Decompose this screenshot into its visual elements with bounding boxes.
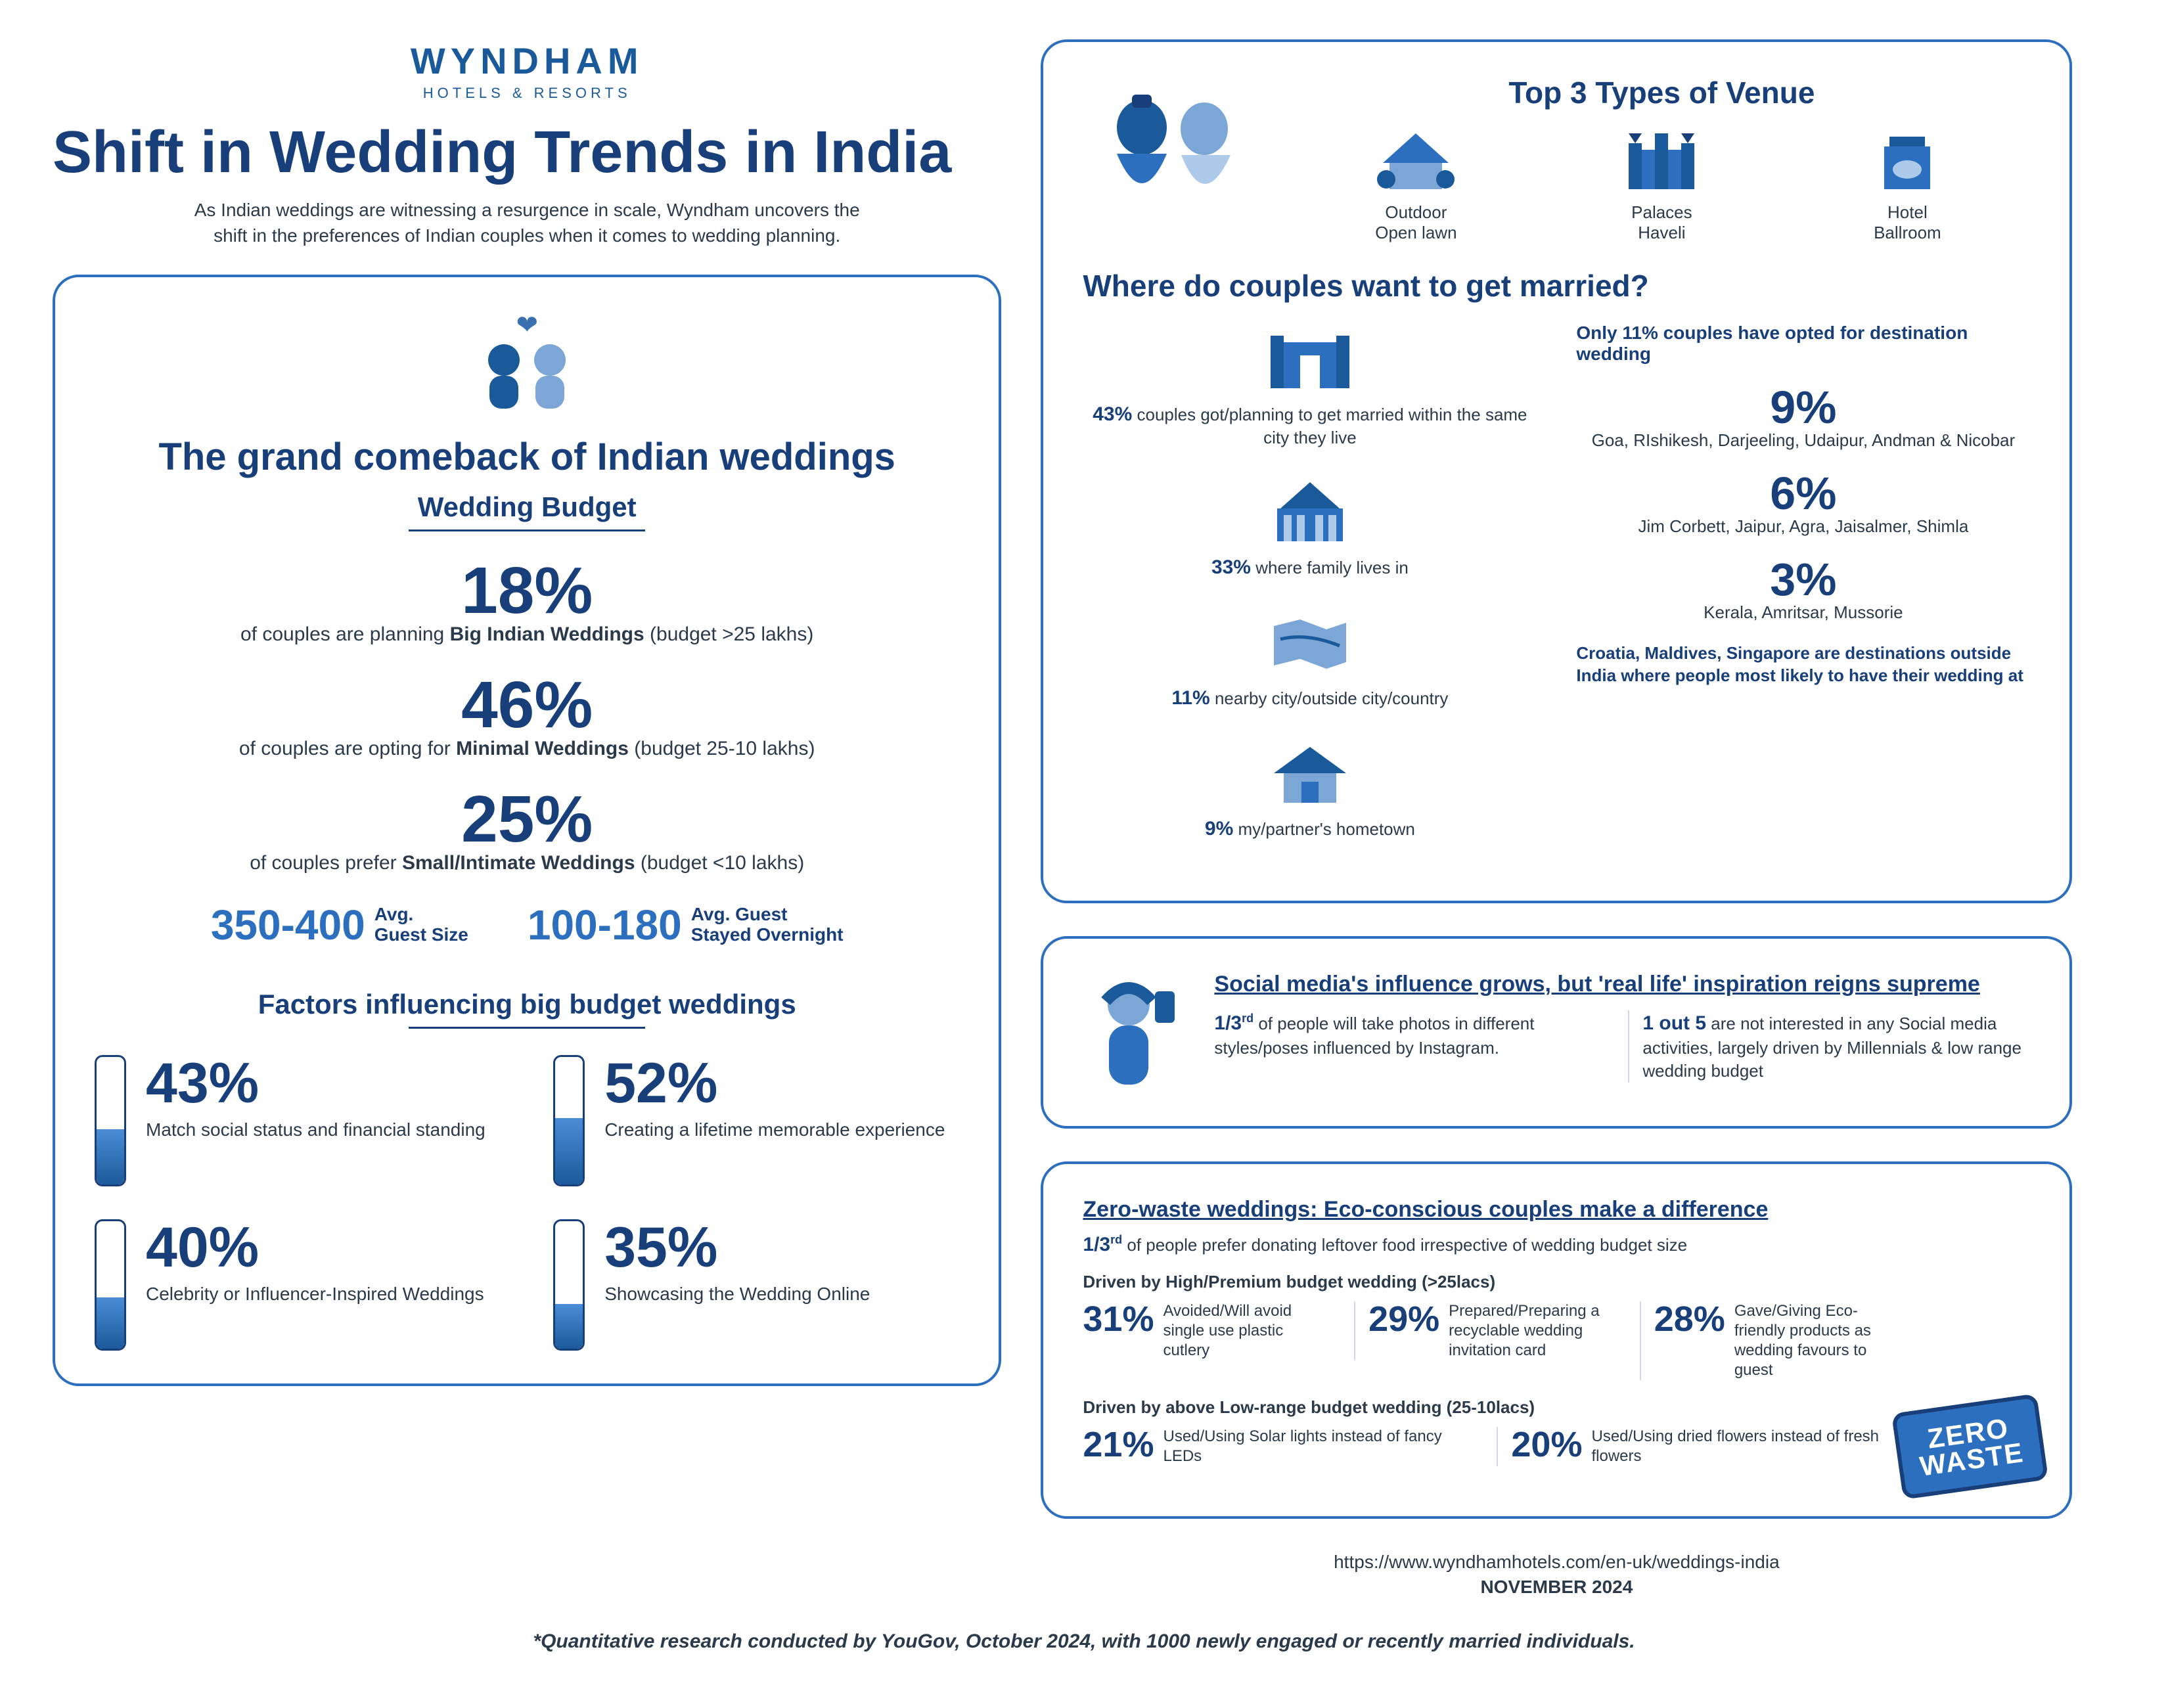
house-icon bbox=[1261, 737, 1359, 809]
budget-desc-2: of couples prefer Small/Intimate Wedding… bbox=[95, 852, 959, 874]
eco-low-0: 21%Used/Using Solar lights instead of fa… bbox=[1083, 1427, 1470, 1466]
brand-block: WYNDHAM HOTELS & RESORTS bbox=[53, 39, 1001, 102]
zero-waste-badge: ZEROWASTE bbox=[1891, 1393, 2049, 1500]
factors-title: Factors influencing big budget weddings bbox=[95, 989, 959, 1020]
social-title: Social media's influence grows, but 'rea… bbox=[1214, 972, 2030, 997]
eco-low-row: 21%Used/Using Solar lights instead of fa… bbox=[1083, 1427, 1899, 1466]
destination-col: Only 11% couples have opted for destinat… bbox=[1576, 323, 2030, 868]
infographic-root: WYNDHAM HOTELS & RESORTS Shift in Weddin… bbox=[53, 39, 2115, 1598]
where-item-2: 11% nearby city/outside city/country bbox=[1083, 606, 1537, 711]
guest-overnight: 100-180 Avg. GuestStayed Overnight bbox=[528, 901, 844, 949]
budget-row-0: 18% of couples are planning Big Indian W… bbox=[95, 558, 959, 646]
where-item-0: 43% couples got/planning to get married … bbox=[1083, 323, 1537, 449]
divider bbox=[409, 1027, 645, 1029]
budget-pct-2: 25% bbox=[95, 786, 959, 852]
budget-row-1: 46% of couples are opting for Minimal We… bbox=[95, 672, 959, 760]
map-icon bbox=[1261, 606, 1359, 679]
venue-types: Top 3 Types of Venue OutdoorOpen lawn Pa… bbox=[1293, 75, 2030, 243]
temple-icon bbox=[1261, 476, 1359, 548]
dest-intro: Only 11% couples have opted for destinat… bbox=[1576, 323, 2030, 365]
venue-panel: Top 3 Types of Venue OutdoorOpen lawn Pa… bbox=[1041, 39, 2072, 903]
factor-2: 40% Celebrity or Influencer-Inspired Wed… bbox=[95, 1219, 501, 1351]
budget-pct-0: 18% bbox=[95, 558, 959, 623]
divider bbox=[409, 529, 645, 531]
brand-name: WYNDHAM bbox=[53, 39, 1001, 82]
social-left: 1/3rd of people will take photos in diff… bbox=[1214, 1010, 1602, 1083]
factor-0: 43% Match social status and financial st… bbox=[95, 1055, 501, 1186]
eco-high-1: 29%Prepared/Preparing a recyclable weddi… bbox=[1354, 1301, 1614, 1360]
eco-title: Zero-waste weddings: Eco-conscious coupl… bbox=[1083, 1197, 1899, 1223]
guest-row: 350-400 Avg.Guest Size 100-180 Avg. Gues… bbox=[95, 901, 959, 949]
footer-date: NOVEMBER 2024 bbox=[1041, 1577, 2072, 1598]
couple-icon: ❤ bbox=[95, 310, 959, 430]
tube-icon bbox=[553, 1219, 585, 1351]
eco-high-2: 28%Gave/Giving Eco-friendly products as … bbox=[1640, 1301, 1899, 1380]
dest-note: Croatia, Maldives, Singapore are destina… bbox=[1576, 642, 2030, 687]
disclaimer: *Quantitative research conducted by YouG… bbox=[53, 1630, 2115, 1653]
tube-icon bbox=[95, 1219, 126, 1351]
brand-subtitle: HOTELS & RESORTS bbox=[53, 85, 1001, 102]
venue-types-title: Top 3 Types of Venue bbox=[1293, 75, 2030, 110]
where-item-3: 9% my/partner's hometown bbox=[1083, 737, 1537, 842]
right-column: Top 3 Types of Venue OutdoorOpen lawn Pa… bbox=[1041, 39, 2072, 1598]
page-title: Shift in Wedding Trends in India bbox=[53, 122, 1001, 184]
where-item-1: 33% where family lives in bbox=[1083, 476, 1537, 580]
factor-1: 52% Creating a lifetime memorable experi… bbox=[553, 1055, 959, 1186]
dest-0: 9% Goa, RIshikesh, Darjeeling, Udaipur, … bbox=[1576, 384, 2030, 451]
budget-desc-1: of couples are opting for Minimal Weddin… bbox=[95, 738, 959, 760]
venue-palace: PalacesHaveli bbox=[1619, 124, 1704, 243]
eco-panel: Zero-waste weddings: Eco-conscious coupl… bbox=[1041, 1161, 2072, 1519]
eco-lead: 1/3rd of people prefer donating leftover… bbox=[1083, 1233, 1899, 1256]
dest-2: 3% Kerala, Amritsar, Mussorie bbox=[1576, 556, 2030, 623]
budget-desc-0: of couples are planning Big Indian Weddi… bbox=[95, 623, 959, 646]
heart-icon: ❤ bbox=[95, 310, 959, 340]
bride-groom-icon bbox=[1083, 75, 1267, 219]
factor-3: 35% Showcasing the Wedding Online bbox=[553, 1219, 959, 1351]
selfie-icon bbox=[1083, 972, 1188, 1093]
comeback-panel: ❤ The grand comeback of Indian weddings … bbox=[53, 275, 1001, 1386]
guest-size: 350-400 Avg.Guest Size bbox=[211, 901, 468, 949]
comeback-title: The grand comeback of Indian weddings bbox=[95, 436, 959, 478]
where-locations: 43% couples got/planning to get married … bbox=[1083, 323, 1537, 868]
eco-high-label: Driven by High/Premium budget wedding (>… bbox=[1083, 1272, 1899, 1292]
venue-ballroom: HotelBallroom bbox=[1864, 124, 1950, 243]
budget-row-2: 25% of couples prefer Small/Intimate Wed… bbox=[95, 786, 959, 874]
where-grid: 43% couples got/planning to get married … bbox=[1083, 323, 2030, 868]
dest-1: 6% Jim Corbett, Jaipur, Agra, Jaisalmer,… bbox=[1576, 470, 2030, 537]
gateway-icon bbox=[1261, 323, 1359, 395]
eco-high-row: 31%Avoided/Will avoid single use plastic… bbox=[1083, 1301, 1899, 1380]
tube-icon bbox=[95, 1055, 126, 1186]
where-title: Where do couples want to get married? bbox=[1083, 269, 2030, 303]
budget-label: Wedding Budget bbox=[95, 491, 959, 523]
social-panel: Social media's influence grows, but 'rea… bbox=[1041, 936, 2072, 1129]
eco-low-1: 20%Used/Using dried flowers instead of f… bbox=[1497, 1427, 1899, 1466]
intro-text: As Indian weddings are witnessing a resu… bbox=[182, 197, 872, 248]
footer-link: https://www.wyndhamhotels.com/en-uk/wedd… bbox=[1041, 1552, 2072, 1573]
budget-pct-1: 46% bbox=[95, 672, 959, 738]
social-right: 1 out 5 are not interested in any Social… bbox=[1628, 1010, 2030, 1083]
venue-head: Top 3 Types of Venue OutdoorOpen lawn Pa… bbox=[1083, 75, 2030, 243]
left-column: WYNDHAM HOTELS & RESORTS Shift in Weddin… bbox=[53, 39, 1001, 1598]
eco-high-0: 31%Avoided/Will avoid single use plastic… bbox=[1083, 1301, 1328, 1360]
factors-grid: 43% Match social status and financial st… bbox=[95, 1055, 959, 1351]
venue-outdoor: OutdoorOpen lawn bbox=[1373, 124, 1458, 243]
tube-icon bbox=[553, 1055, 585, 1186]
eco-low-label: Driven by above Low-range budget wedding… bbox=[1083, 1397, 1899, 1418]
social-cols: 1/3rd of people will take photos in diff… bbox=[1214, 1010, 2030, 1083]
